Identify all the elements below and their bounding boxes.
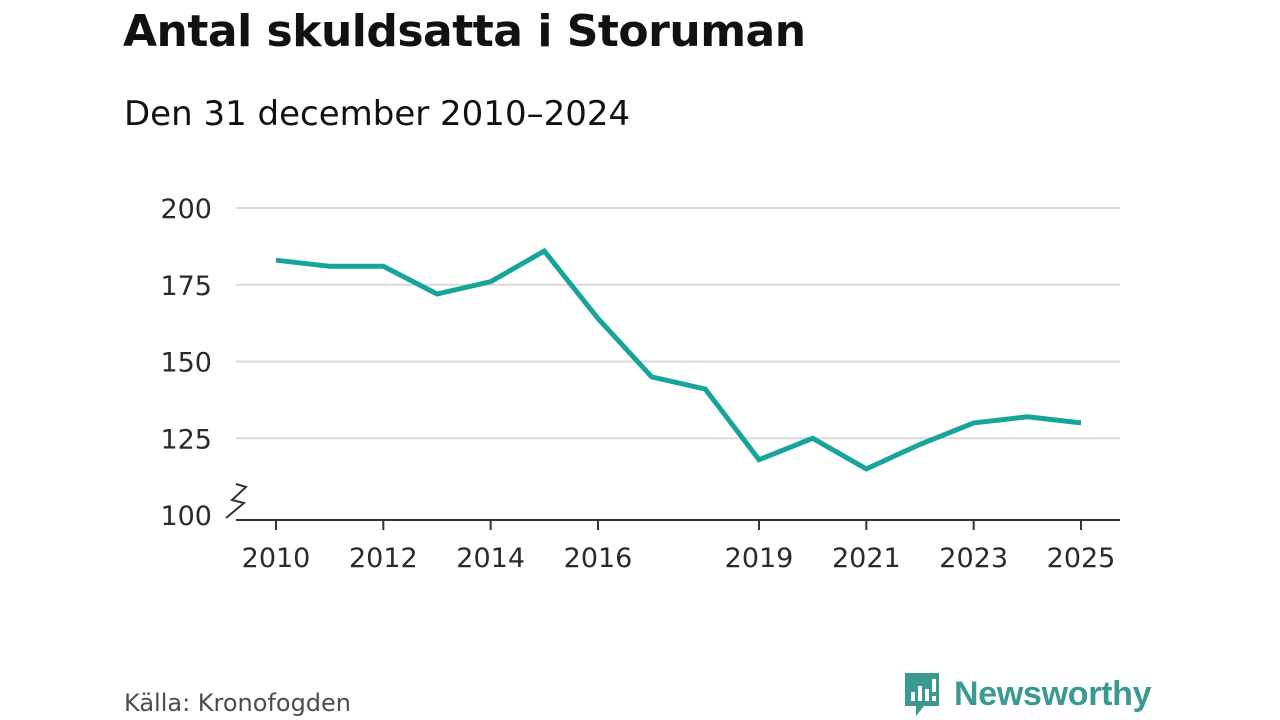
x-tick-label: 2012 [349, 543, 418, 574]
y-tick-label: 200 [160, 194, 212, 225]
x-tick-label: 2010 [242, 543, 311, 574]
gridlines [236, 207, 1120, 440]
x-tick-label: 2025 [1047, 543, 1116, 574]
y-tick-label: 150 [160, 348, 212, 379]
source-note: Källa: Kronofogden [124, 689, 352, 717]
y-tick-label: 100 [160, 501, 212, 532]
x-tick-label: 2023 [939, 543, 1008, 574]
y-tick-label: 175 [160, 271, 212, 302]
series-line [275, 247, 1082, 472]
chart-subtitle: Den 31 december 2010–2024 [124, 94, 631, 134]
x-tick-label: 2014 [456, 543, 525, 574]
axis-break-icon [225, 483, 248, 519]
tick-labels: 100 125 150 175 200 2010 2012 2014 2016 2019 2021 2… [160, 194, 1115, 574]
chart-title: Antal skuldsatta i Storuman [123, 6, 806, 57]
x-tick-label: 2016 [564, 543, 633, 574]
y-tick-label: 125 [160, 424, 212, 455]
bar-chart-speech-bubble-icon [905, 673, 939, 716]
series-layer [275, 247, 1082, 472]
x-tick-label: 2021 [832, 543, 901, 574]
newsworthy-logo: Newsworthy [902, 670, 1152, 718]
brand-name: Newsworthy [954, 674, 1152, 713]
x-tick-label: 2019 [725, 543, 794, 574]
axes [225, 483, 1120, 530]
